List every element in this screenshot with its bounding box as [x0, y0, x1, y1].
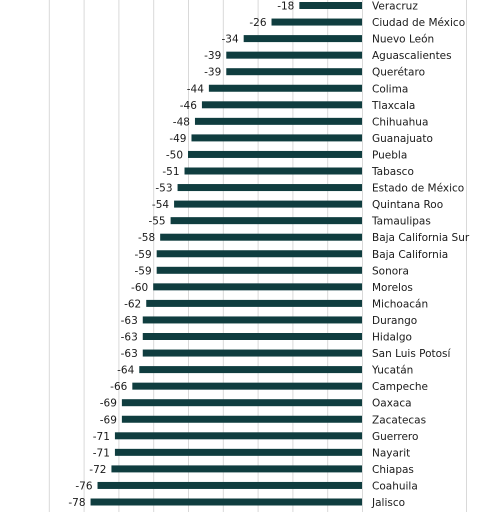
- value-label-16: -59: [135, 265, 152, 277]
- bar-8: [191, 134, 362, 142]
- category-label-9: Puebla: [372, 149, 407, 161]
- category-label-29: Coahuila: [372, 480, 418, 492]
- bar-19: [142, 316, 362, 324]
- bar-12: [174, 200, 362, 208]
- category-label-24: Oaxaca: [372, 398, 412, 410]
- category-label-3: Aguascalientes: [372, 50, 452, 62]
- value-label-15: -59: [135, 249, 152, 261]
- labels: -18 Veracruz -26 Ciudad de México -34 Nuevo L…: [68, 1, 469, 510]
- value-label-29: -76: [75, 480, 92, 492]
- category-label-6: Tlaxcala: [371, 100, 415, 112]
- bar-0: [299, 2, 362, 9]
- value-label-27: -71: [93, 447, 110, 459]
- value-label-10: -51: [162, 166, 179, 178]
- bar-16: [156, 266, 362, 274]
- value-label-4: -39: [204, 67, 221, 79]
- value-label-24: -69: [100, 398, 117, 410]
- value-label-6: -46: [180, 100, 197, 112]
- bar-25: [121, 415, 362, 423]
- bar-1: [271, 18, 362, 26]
- bars: [90, 2, 363, 506]
- category-label-21: San Luis Potosí: [372, 348, 452, 360]
- bar-18: [146, 299, 362, 307]
- category-label-25: Zacatecas: [372, 414, 426, 426]
- category-label-2: Nuevo León: [372, 34, 434, 46]
- category-label-22: Yucatán: [371, 365, 413, 377]
- category-label-28: Chiapas: [372, 464, 414, 476]
- value-label-5: -44: [187, 83, 204, 95]
- bar-15: [156, 250, 362, 258]
- bar-24: [121, 399, 362, 407]
- value-label-26: -71: [93, 431, 110, 443]
- value-label-21: -63: [121, 348, 138, 360]
- category-label-8: Guanajuato: [372, 133, 433, 145]
- value-label-0: -18: [277, 1, 294, 13]
- bar-20: [142, 333, 362, 340]
- value-label-7: -48: [173, 116, 190, 128]
- category-label-30: Jalisco: [371, 497, 405, 509]
- bar-5: [208, 84, 362, 92]
- bar-2: [243, 35, 362, 43]
- bar-10: [184, 167, 362, 175]
- value-label-19: -63: [121, 315, 138, 327]
- category-label-20: Hidalgo: [372, 332, 412, 344]
- bar-30: [90, 498, 362, 506]
- category-label-7: Chihuahua: [372, 116, 428, 128]
- category-label-1: Ciudad de México: [372, 17, 465, 29]
- value-label-1: -26: [249, 17, 266, 29]
- category-label-27: Nayarit: [372, 447, 410, 459]
- category-label-26: Guerrero: [372, 431, 418, 443]
- category-label-14: Baja California Sur: [372, 232, 470, 244]
- bar-14: [160, 233, 362, 241]
- category-label-13: Tamaulipas: [371, 216, 431, 228]
- value-label-20: -63: [121, 332, 138, 344]
- bar-13: [170, 217, 362, 225]
- category-label-19: Durango: [372, 315, 417, 327]
- bar-7: [194, 117, 362, 125]
- value-label-28: -72: [89, 464, 106, 476]
- value-label-2: -34: [222, 34, 239, 46]
- value-label-13: -55: [148, 216, 165, 228]
- bar-9: [188, 150, 362, 158]
- bar-11: [177, 184, 362, 192]
- category-label-15: Baja California: [372, 249, 448, 261]
- bar-23: [132, 382, 362, 390]
- category-label-16: Sonora: [372, 265, 409, 277]
- category-label-5: Colima: [372, 83, 408, 95]
- value-label-30: -78: [68, 497, 85, 509]
- bar-27: [114, 448, 362, 456]
- value-label-8: -49: [169, 133, 186, 145]
- value-label-14: -58: [138, 232, 155, 244]
- value-label-3: -39: [204, 50, 221, 62]
- category-label-0: Veracruz: [372, 1, 418, 13]
- value-label-22: -64: [117, 365, 134, 377]
- value-label-23: -66: [110, 381, 127, 393]
- category-label-10: Tabasco: [371, 166, 414, 178]
- bar-17: [153, 283, 362, 291]
- bar-22: [139, 366, 362, 374]
- value-label-12: -54: [152, 199, 169, 211]
- bar-3: [226, 51, 362, 59]
- bar-26: [114, 432, 362, 440]
- category-label-18: Michoacán: [372, 298, 428, 310]
- bar-21: [142, 349, 362, 357]
- category-label-12: Quintana Roo: [372, 199, 443, 211]
- category-label-17: Morelos: [372, 282, 413, 294]
- value-label-18: -62: [124, 298, 141, 310]
- bar-6: [201, 101, 362, 109]
- value-label-9: -50: [166, 149, 183, 161]
- category-label-23: Campeche: [372, 381, 428, 393]
- bar-28: [111, 465, 362, 473]
- value-label-25: -69: [100, 414, 117, 426]
- category-label-11: Estado de México: [372, 183, 464, 195]
- bar-29: [97, 481, 363, 489]
- value-label-11: -53: [155, 183, 172, 195]
- category-label-4: Querétaro: [372, 67, 425, 79]
- value-label-17: -60: [131, 282, 148, 294]
- bar-4: [226, 68, 362, 76]
